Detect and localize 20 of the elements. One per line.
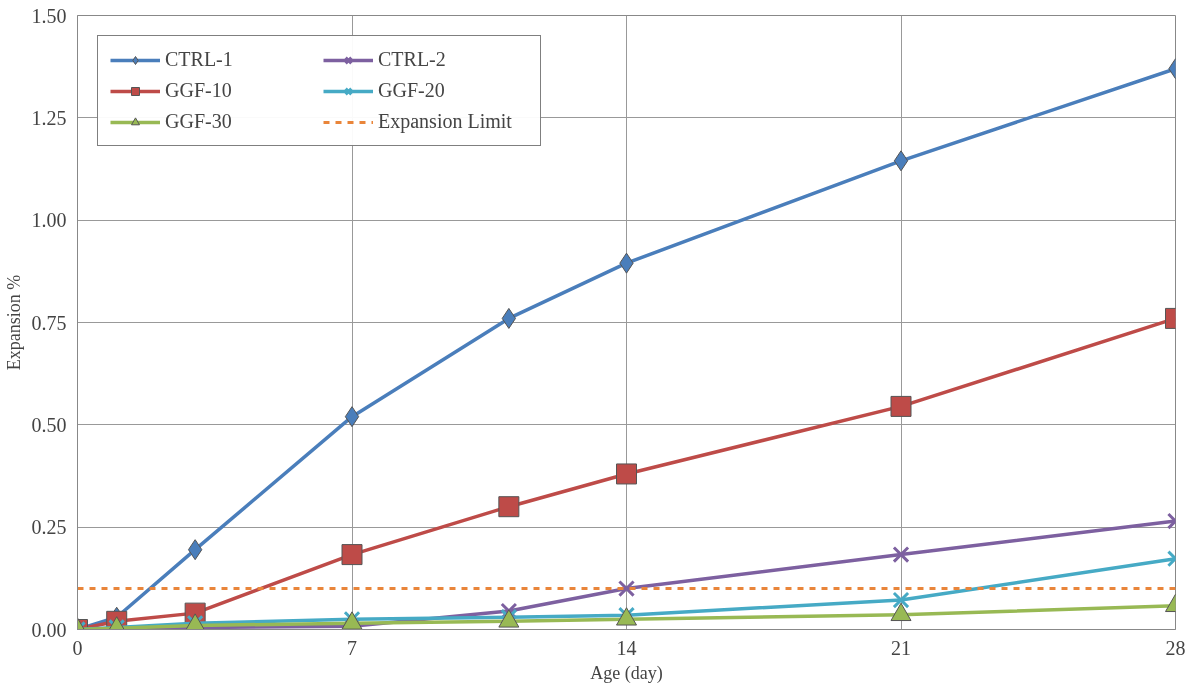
y-tick-label: 1.00	[31, 209, 67, 232]
legend-label: Expansion Limit	[378, 110, 513, 133]
legend-label: GGF-10	[165, 79, 233, 102]
legend-label: CTRL-1	[165, 48, 234, 71]
y-tick-label: 1.50	[31, 4, 67, 27]
legend-label: GGF-20	[378, 79, 446, 102]
legend-label: GGF-30	[165, 110, 233, 133]
x-tick-label: 28	[1165, 636, 1186, 659]
x-tick-label: 14	[616, 636, 637, 659]
y-tick-label: 0.50	[31, 413, 67, 436]
x-axis-title: Age (day)	[590, 662, 663, 684]
y-tick-label: 1.25	[31, 106, 67, 129]
x-tick-label: 0	[72, 636, 83, 659]
x-tick-label: 7	[347, 636, 357, 659]
y-tick-label: 0.00	[31, 618, 67, 641]
y-axis-title: Expansion %	[3, 274, 24, 371]
y-tick-label: 0.25	[31, 516, 67, 539]
x-tick-label: 21	[891, 636, 911, 659]
y-tick-label: 0.75	[31, 311, 67, 334]
legend-label: CTRL-2	[378, 48, 447, 71]
